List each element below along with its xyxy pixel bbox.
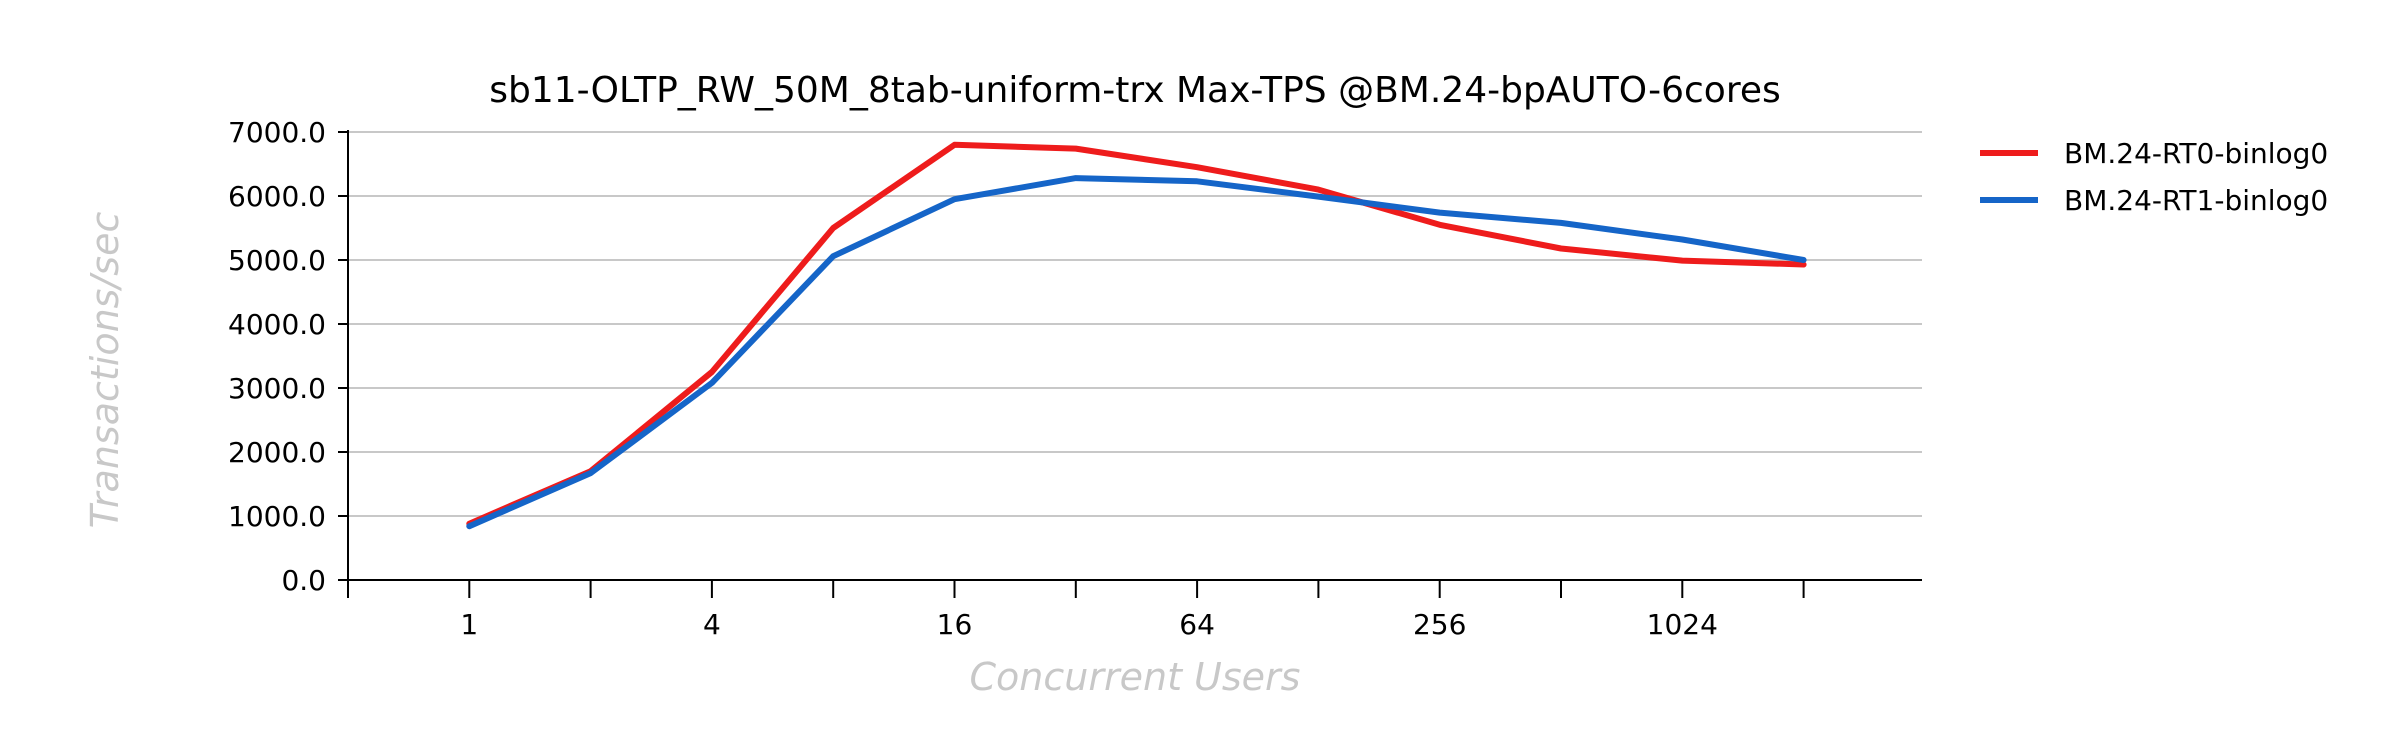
y-tick-label: 0.0	[281, 564, 326, 597]
legend-label: BM.24-RT1-binlog0	[2064, 184, 2328, 217]
x-tick-label: 4	[703, 608, 721, 641]
legend-label: BM.24-RT0-binlog0	[2064, 137, 2328, 170]
axes: 0.0 1000.0 2000.0 3000.0 4000.0 5000.0 6000.0 7…	[228, 116, 1922, 641]
series-line	[466, 141, 1807, 527]
y-tick-label: 3000.0	[228, 372, 326, 405]
y-tick-label: 5000.0	[228, 244, 326, 277]
y-axis-label: Transactions/sec	[83, 212, 127, 529]
x-tick-label: 64	[1179, 608, 1215, 641]
y-tick-label: 4000.0	[228, 308, 326, 341]
gridlines	[348, 131, 1922, 517]
x-axis-label: Concurrent Users	[970, 655, 1301, 699]
x-tick-label: 16	[937, 608, 973, 641]
y-tick-label: 2000.0	[228, 436, 326, 469]
series-line	[466, 175, 1807, 530]
x-tick-label: 1	[460, 608, 478, 641]
y-tick-label: 1000.0	[228, 500, 326, 533]
series-lines	[466, 141, 1807, 530]
y-tick-label: 6000.0	[228, 180, 326, 213]
chart-title: sb11-OLTP_RW_50M_8tab-uniform-trx Max-TP…	[489, 70, 1780, 111]
y-tick-label: 7000.0	[228, 116, 326, 149]
x-tick-label: 256	[1413, 608, 1466, 641]
legend: BM.24-RT0-binlog0 BM.24-RT1-binlog0	[1980, 137, 2328, 217]
x-tick-label: 1024	[1647, 608, 1718, 641]
